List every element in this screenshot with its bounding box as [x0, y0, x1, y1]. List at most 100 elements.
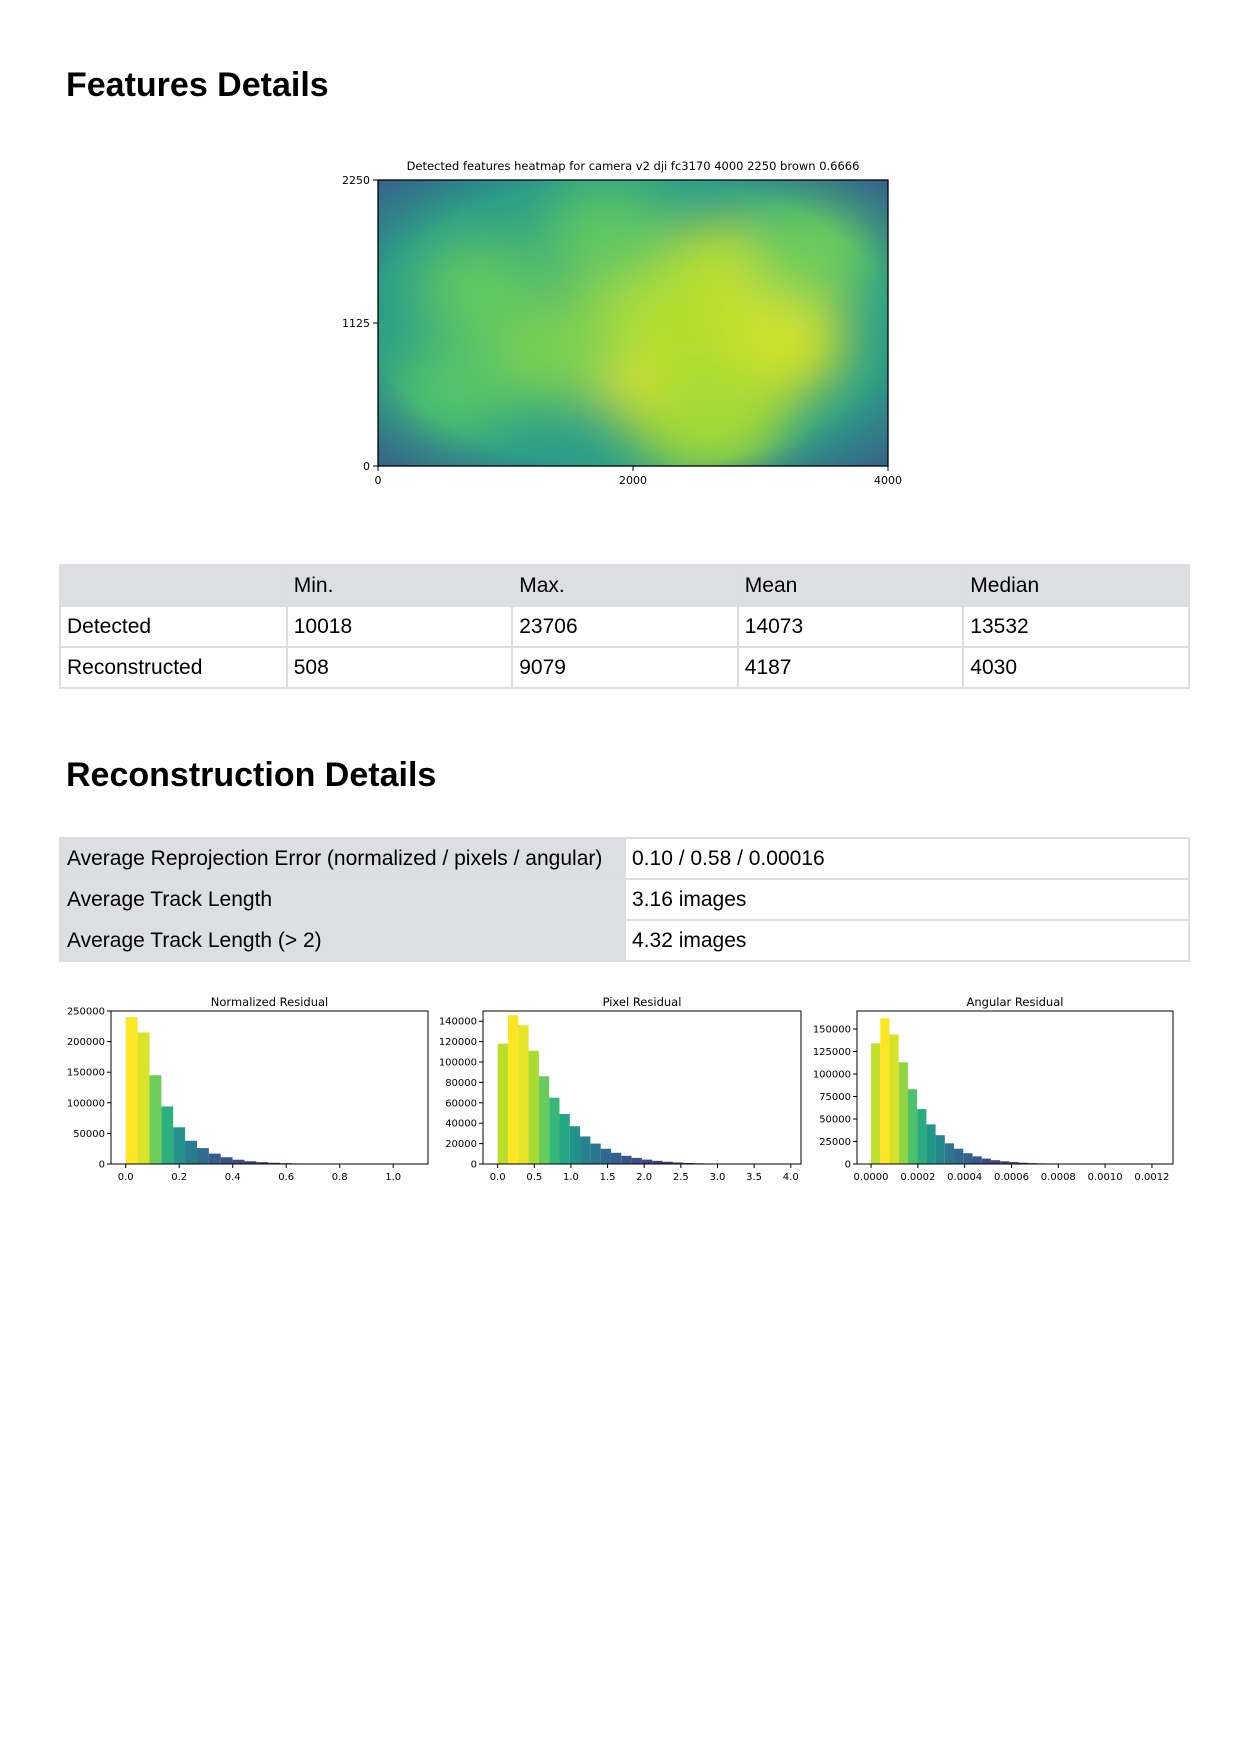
histogram-title: Normalized Residual: [211, 995, 328, 1009]
histogram-bar: [610, 1152, 622, 1164]
table-cell: 4030: [962, 646, 1190, 689]
y-tick-label: 20000: [445, 1139, 477, 1150]
y-tick-label: 100000: [439, 1058, 477, 1069]
reconstruction-table: Average Reprojection Error (normalized /…: [59, 837, 1190, 962]
normalized-residual-histogram: Normalized Residual 0.0 0.2 0.4 0.6 0.8 1.0 0 50…: [67, 995, 429, 1183]
features-heatmap-chart: Detected features heatmap for camera v2 …: [342, 159, 902, 487]
histogram-bar: [600, 1148, 611, 1164]
histogram-frame: [856, 1010, 1174, 1165]
y-tick-label: 125000: [813, 1047, 851, 1058]
pixel-residual-histogram: Pixel Residual 0.0 0.5 1.0 1.5 2.0 2.5 3.0 3.5 4.…: [439, 995, 802, 1183]
histogram-bar: [549, 1097, 560, 1164]
x-tick-label: 2.0: [636, 1172, 652, 1183]
table-cell: 10018: [285, 605, 514, 648]
table-cell: 9079: [511, 646, 739, 689]
x-tick-label: 0.5: [526, 1172, 542, 1183]
x-tick-label: 0: [375, 474, 382, 487]
table-cell: 0.10 / 0.58 / 0.00016: [624, 837, 1190, 880]
histogram-bar: [981, 1158, 991, 1164]
y-tick-label: 40000: [445, 1119, 477, 1130]
features-details-title: Features Details: [66, 66, 329, 104]
x-tick-label: 0.0000: [854, 1172, 889, 1183]
y-tick-label: 2250: [342, 174, 370, 187]
histogram-title: Pixel Residual: [603, 995, 682, 1009]
y-tick-label: 60000: [445, 1098, 477, 1109]
histogram-bar: [149, 1075, 162, 1164]
histogram-bar: [871, 1043, 881, 1164]
histogram-bar: [538, 1076, 550, 1164]
y-tick-label: 25000: [819, 1137, 851, 1148]
stats-header-cell: Median: [962, 564, 1190, 607]
x-tick-label: 3.5: [746, 1172, 762, 1183]
histogram-bar: [232, 1159, 245, 1164]
y-tick-label: 100000: [813, 1070, 851, 1081]
row-label: Detected: [59, 605, 288, 648]
histogram-bar: [935, 1135, 945, 1164]
histogram-bar: [137, 1032, 150, 1164]
y-tick-label: 75000: [819, 1092, 851, 1103]
x-tick-label: 0.4: [225, 1172, 241, 1183]
histogram-bar: [672, 1162, 684, 1164]
histogram-bar: [590, 1143, 601, 1164]
histogram-bar: [944, 1143, 955, 1164]
y-tick-label: 250000: [67, 1007, 105, 1018]
x-tick-label: 4.0: [783, 1172, 799, 1183]
histogram-bar: [185, 1140, 197, 1164]
y-tick-label: 150000: [813, 1025, 851, 1036]
heatmap-edge-shade: [378, 180, 888, 466]
y-tick-label: 100000: [67, 1098, 105, 1109]
stats-header-cell: [59, 564, 288, 607]
histogram-bar: [497, 1043, 508, 1164]
x-tick-label: 4000: [874, 474, 902, 487]
table-cell: 23706: [511, 605, 739, 648]
histogram-bar: [1018, 1162, 1028, 1164]
table-row: Average Track Length (> 2) 4.32 images: [59, 919, 1190, 962]
x-tick-label: 0.2: [171, 1172, 187, 1183]
x-tick-label: 0.0004: [947, 1172, 982, 1183]
row-label: Average Track Length (> 2): [59, 919, 626, 962]
x-tick-label: 0.0008: [1041, 1172, 1076, 1183]
histogram-bar: [208, 1153, 221, 1164]
histogram-bar: [580, 1136, 591, 1164]
histogram-bar: [528, 1050, 539, 1164]
histogram-bar: [256, 1162, 269, 1164]
y-tick-label: 0: [471, 1160, 477, 1171]
table-cell: 4187: [736, 646, 965, 689]
x-tick-label: 0.0: [490, 1172, 506, 1183]
stats-header-cell: Max.: [511, 564, 739, 607]
y-tick-label: 140000: [439, 1017, 477, 1028]
heatmap-title: Detected features heatmap for camera v2 …: [407, 159, 860, 173]
table-row: Detected 10018 23706 14073 13532: [59, 605, 1190, 648]
table-cell: 14073: [736, 605, 965, 648]
y-tick-label: 0: [363, 460, 370, 473]
histogram-bar: [889, 1034, 899, 1164]
angular-residual-histogram: Angular Residual 0.0000 0.0002 0.0004 0.0006…: [813, 995, 1174, 1183]
histogram-bar: [917, 1109, 927, 1164]
x-tick-label: 0.0010: [1088, 1172, 1123, 1183]
histogram-bar: [683, 1162, 694, 1164]
histogram-bar: [125, 1017, 138, 1164]
x-tick-label: 2000: [619, 474, 647, 487]
histogram-bar: [954, 1148, 964, 1164]
stats-header-row: Min. Max. Mean Median: [59, 564, 1190, 607]
x-tick-label: 1.0: [563, 1172, 579, 1183]
histogram-bar: [963, 1153, 973, 1164]
histogram-bar: [907, 1089, 918, 1164]
x-tick-label: 0.0012: [1134, 1172, 1169, 1183]
x-tick-label: 1.0: [385, 1172, 401, 1183]
histogram-bar: [972, 1156, 982, 1164]
features-stats-table: Min. Max. Mean Median Detected 10018 237…: [59, 564, 1190, 689]
histogram-bar: [898, 1062, 908, 1164]
histogram-bar: [652, 1160, 663, 1164]
histogram-bar: [1009, 1162, 1019, 1164]
histogram-bar: [196, 1148, 209, 1164]
histogram-bar: [990, 1160, 1001, 1164]
row-label: Reconstructed: [59, 646, 288, 689]
histogram-frame: [482, 1010, 802, 1165]
y-tick-label: 120000: [439, 1037, 477, 1048]
histogram-bar: [926, 1124, 936, 1164]
histogram-frame: [110, 1010, 429, 1165]
y-tick-label: 50000: [73, 1129, 105, 1140]
histogram-bar: [559, 1114, 570, 1164]
stats-header-cell: Mean: [736, 564, 965, 607]
